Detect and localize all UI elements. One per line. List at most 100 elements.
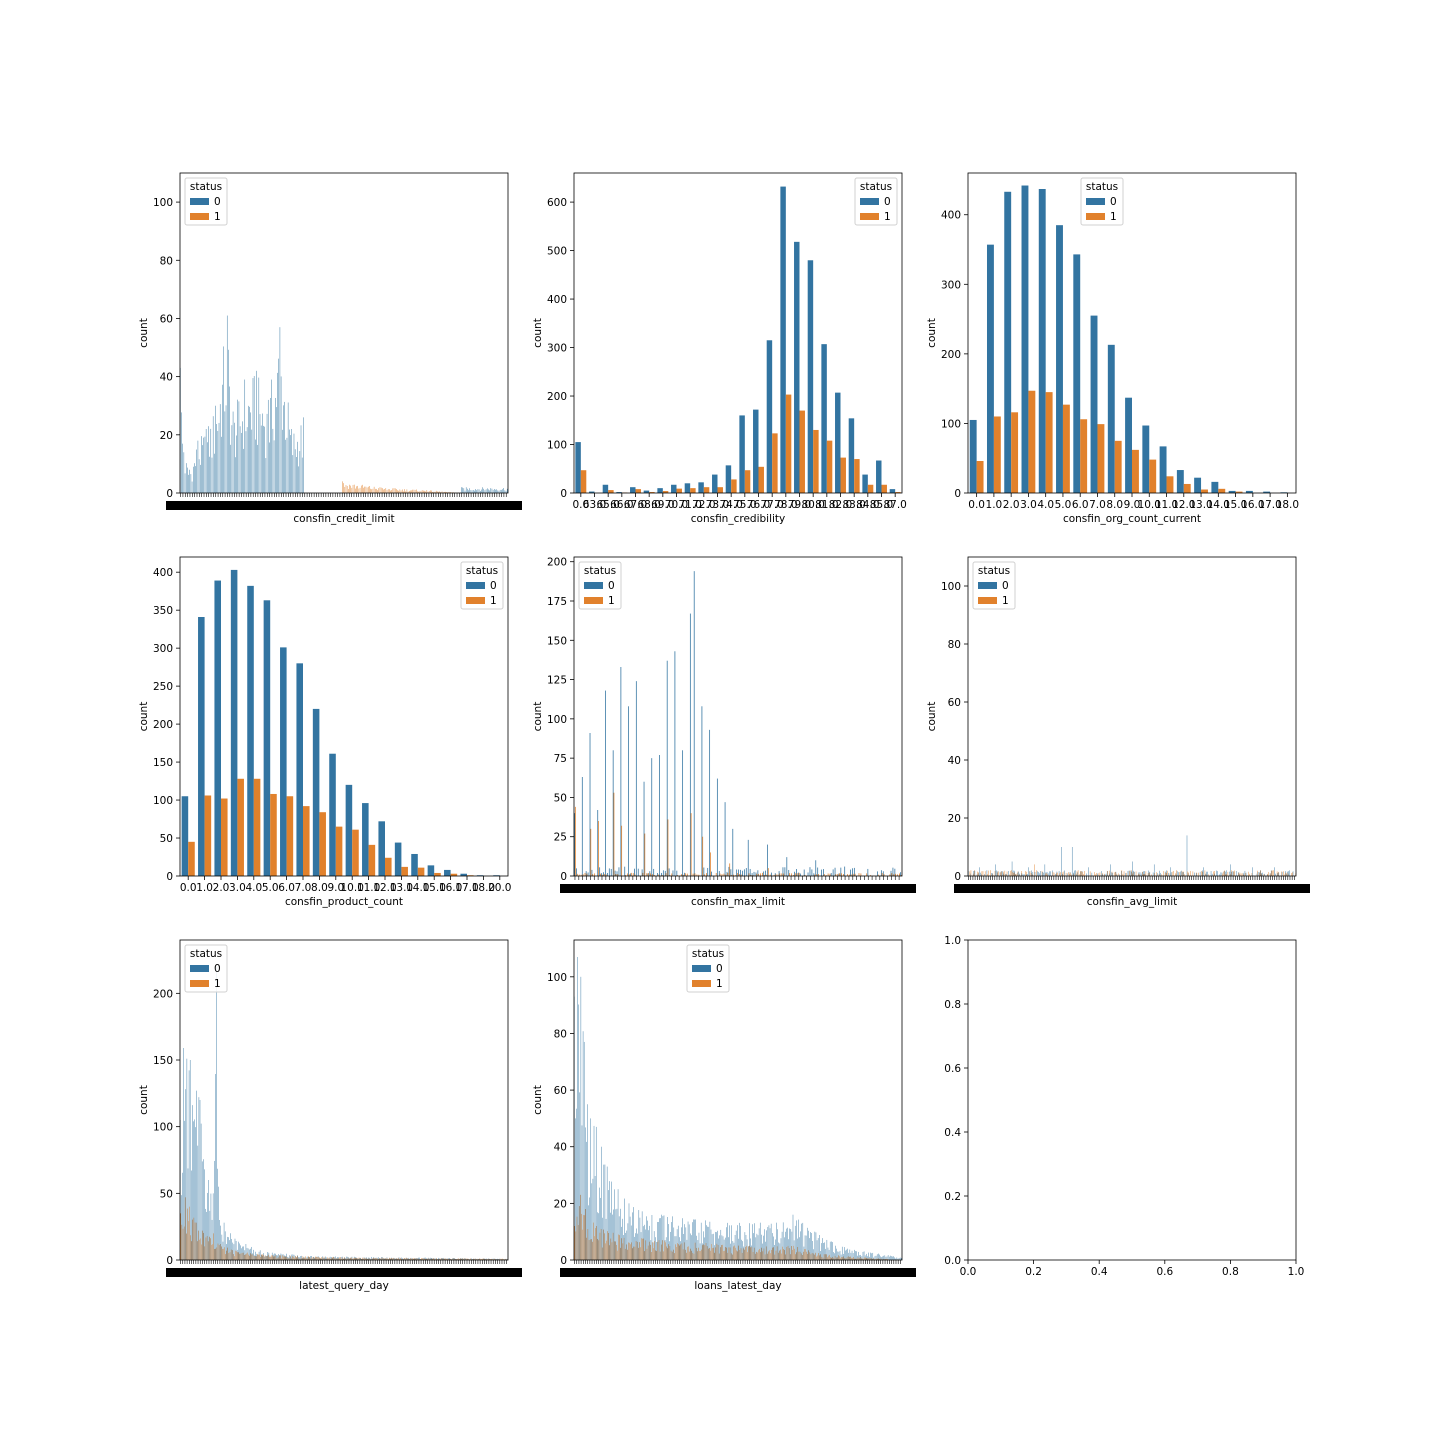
bars	[574, 956, 902, 1260]
legend-label-0: 0	[1110, 196, 1117, 208]
bar-status-0	[1176, 470, 1184, 493]
bar-status-0	[614, 870, 616, 876]
bar-status-0	[608, 868, 610, 876]
bar-status-1	[646, 873, 648, 876]
bar-status-1	[976, 461, 984, 493]
bar-status-1	[843, 874, 844, 876]
subplot-3: 0.0 1.0 2.0 3.0 4.0 5.0 6.0 7.0 8.0 9.010.011.012…	[926, 172, 1299, 525]
y-tick-label: 400	[941, 210, 961, 222]
bar-status-0	[674, 651, 676, 876]
bar-status-0	[867, 868, 869, 876]
bar-status-1	[723, 873, 725, 876]
bar-status-0	[671, 484, 677, 493]
bar-status-0	[618, 867, 620, 876]
bar-status-0	[799, 873, 801, 876]
bar-status-0	[574, 813, 575, 876]
bar-status-0	[610, 868, 612, 876]
x-axis-label: consfin_product_count	[285, 896, 403, 908]
bar-status-1	[760, 873, 761, 876]
bar-status-1	[237, 778, 244, 876]
bar-status-1	[594, 873, 596, 876]
legend-swatch-0	[190, 198, 209, 205]
bar-status-0	[784, 867, 786, 876]
y-axis-label: count	[926, 318, 938, 348]
bar-status-0	[641, 869, 643, 876]
bar-status-0	[589, 491, 595, 493]
y-tick-label: 100	[153, 795, 173, 807]
bar-status-1	[698, 874, 700, 876]
bar-status-1	[335, 826, 343, 876]
x-tick-label: 18.0	[1276, 499, 1299, 511]
x-tick-label: 16.0	[1241, 499, 1264, 511]
x-axis-label: consfin_credit_limit	[293, 513, 394, 525]
bar-status-0	[597, 810, 599, 876]
bar-status-0	[585, 871, 587, 876]
bar-status-0	[767, 844, 768, 876]
bar-status-0	[765, 870, 766, 876]
y-tick-label: 25	[554, 832, 567, 844]
y-tick-label: 400	[153, 567, 173, 579]
x-tick-label: 18.0	[472, 882, 495, 894]
bar-status-0	[657, 873, 658, 876]
y-axis-label: count	[926, 702, 938, 732]
y-tick-label: 200	[153, 719, 173, 731]
y-tick-label: 40	[554, 1142, 567, 1154]
legend-swatch-1	[978, 597, 997, 604]
y-tick-label: 0	[166, 1255, 173, 1267]
legend-label-0: 0	[716, 963, 723, 975]
bar-status-0	[890, 870, 892, 876]
bar-status-1	[848, 874, 850, 876]
bar-status-1	[852, 873, 854, 876]
y-tick-label: 20	[948, 813, 961, 825]
bar-status-0	[616, 492, 622, 493]
bar-status-1	[204, 795, 212, 876]
y-tick-label: 300	[153, 643, 173, 655]
bar-status-0	[682, 750, 684, 876]
bar-status-0	[630, 873, 631, 876]
y-axis-label: count	[532, 318, 544, 348]
x-axis-label: loans_latest_day	[694, 1280, 781, 1292]
bar-status-0	[738, 869, 739, 876]
x-tick-label: 74.0	[719, 499, 742, 511]
bar-status-0	[725, 465, 732, 493]
y-axis-label: count	[532, 702, 544, 732]
legend-title: status	[466, 565, 498, 577]
y-tick-label: 200	[153, 988, 173, 1000]
y-tick-label: 80	[160, 255, 173, 267]
y-tick-label: 0.6	[944, 1063, 961, 1075]
bar-status-0	[1211, 481, 1219, 493]
bar-status-1	[789, 873, 790, 876]
bar-status-1	[450, 873, 458, 876]
x-tick-label: 84.0	[856, 499, 879, 511]
bar-status-1	[1132, 449, 1139, 493]
bar-status-1	[883, 874, 885, 876]
bar-status-0	[778, 871, 780, 876]
bar-status-1	[677, 875, 678, 876]
x-tick-label: 12.0	[373, 882, 396, 894]
bar-status-1	[799, 410, 805, 493]
bar-status-0	[1194, 477, 1202, 493]
bar-status-1	[762, 872, 763, 876]
x-tick-label: 20.0	[488, 882, 511, 894]
x-tick-label: 2.0	[1003, 499, 1020, 511]
bar-status-0	[815, 860, 817, 876]
legend-title: status	[692, 948, 724, 960]
bar-status-1	[895, 873, 897, 876]
bar-status-0	[649, 871, 651, 876]
y-tick-label: 50	[160, 1188, 173, 1200]
bar-status-0	[296, 663, 303, 876]
bar-status-1	[671, 873, 673, 876]
bar-status-1	[719, 873, 721, 876]
bar-status-0	[749, 868, 751, 876]
bar-status-1	[667, 819, 669, 876]
y-tick-label: 20	[554, 1198, 567, 1210]
x-tick-label: 75.0	[733, 499, 756, 511]
x-tick-label: 7.0	[1089, 499, 1106, 511]
bar-status-1	[729, 863, 731, 876]
bar-status-1	[665, 873, 667, 876]
bar-status-1	[893, 874, 895, 876]
y-tick-label: 0	[954, 871, 961, 883]
y-tick-label: 100	[547, 972, 567, 984]
legend-title: status	[1086, 181, 1118, 193]
bar-status-1	[696, 874, 698, 876]
